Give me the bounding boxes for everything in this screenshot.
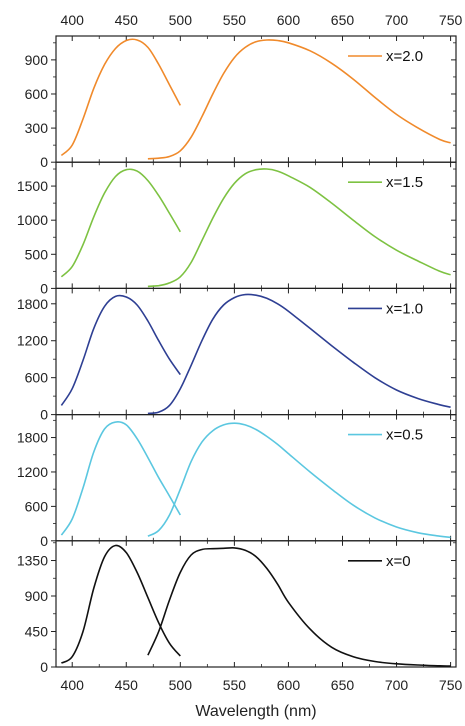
legend-label: x=1.0 — [386, 300, 423, 317]
top-x-tick-label: 700 — [385, 12, 409, 28]
emission-curve — [147, 39, 451, 160]
panel-x=1.0: 0 600 1200 1800 x=1.0 — [17, 287, 457, 423]
top-x-tick-label: 550 — [223, 12, 247, 28]
top-x-tick-label: 600 — [277, 12, 301, 28]
panel-stack: 0 300 600 900 x=2.0 0 500 1000 1500 x=1.5 0 600 1200… — [17, 35, 457, 675]
panel-frame — [55, 540, 457, 668]
y-tick-label: 1800 — [17, 430, 48, 446]
top-x-tick-label: 500 — [169, 12, 193, 28]
excitation-curve — [60, 168, 181, 278]
x-axis-title: Wavelength (nm) — [195, 703, 316, 720]
top-x-tick-label: 650 — [331, 12, 355, 28]
bottom-x-tick-label: 500 — [169, 677, 193, 693]
bottom-x-tick-label: 750 — [439, 677, 463, 693]
y-tick-label: 900 — [25, 52, 49, 68]
bottom-x-tick-label: 550 — [223, 677, 247, 693]
y-tick-label: 1800 — [17, 296, 48, 312]
y-tick-label: 450 — [25, 624, 49, 640]
bottom-axis-tick-labels: 400 450 500 550 600 650 700 750 — [61, 677, 463, 693]
y-tick-label: 0 — [40, 659, 48, 675]
y-tick-label: 0 — [40, 533, 48, 549]
legend-label: x=0 — [386, 553, 411, 570]
emission-curve — [147, 547, 451, 667]
bottom-x-tick-label: 650 — [331, 677, 355, 693]
excitation-curve — [60, 294, 181, 406]
bottom-x-tick-label: 450 — [115, 677, 139, 693]
panel-x=2.0: 0 300 600 900 x=2.0 — [25, 35, 457, 170]
emission-curve — [147, 168, 451, 288]
bottom-x-tick-label: 700 — [385, 677, 409, 693]
bottom-x-tick-label: 400 — [61, 677, 85, 693]
y-tick-label: 1200 — [17, 464, 48, 480]
panel-x=0.5: 0 600 1200 1800 x=0.5 — [17, 414, 457, 549]
y-tick-label: 600 — [25, 86, 49, 102]
top-axis-tick-labels: 400 450 500 550 600 650 700 750 — [61, 12, 463, 28]
y-tick-label: 0 — [40, 154, 48, 170]
emission-curve — [147, 293, 451, 415]
panel-x=1.5: 0 500 1000 1500 x=1.5 — [17, 161, 457, 296]
emission-curve — [147, 422, 451, 539]
legend-label: x=0.5 — [386, 427, 423, 444]
y-tick-label: 1500 — [17, 178, 48, 194]
y-tick-label: 600 — [25, 498, 49, 514]
panel-x=0: 0 450 900 1350 x=0 — [17, 540, 457, 675]
y-tick-label: 600 — [25, 370, 49, 386]
excitation-curve — [60, 38, 182, 157]
top-x-tick-label: 400 — [61, 12, 85, 28]
top-x-tick-label: 750 — [439, 12, 463, 28]
y-tick-label: 300 — [25, 120, 49, 136]
y-tick-label: 1000 — [17, 212, 48, 228]
excitation-curve — [60, 421, 181, 536]
y-tick-label: 1350 — [17, 553, 48, 569]
y-tick-label: 500 — [25, 246, 49, 262]
y-tick-label: 0 — [40, 407, 48, 423]
y-tick-label: 1200 — [17, 333, 48, 349]
excitation-curve — [60, 544, 181, 664]
bottom-x-tick-label: 600 — [277, 677, 301, 693]
legend-label: x=1.5 — [386, 174, 423, 191]
legend-label: x=2.0 — [386, 48, 423, 65]
top-x-tick-label: 450 — [115, 12, 139, 28]
y-tick-label: 0 — [40, 280, 48, 296]
y-tick-label: 900 — [25, 588, 49, 604]
